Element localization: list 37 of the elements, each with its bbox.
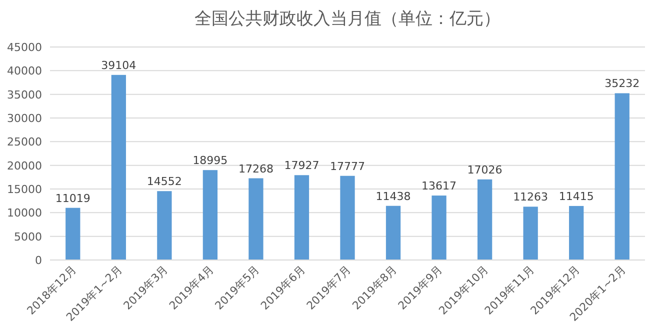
data-label: 17026: [467, 163, 502, 176]
data-label: 11263: [513, 190, 548, 204]
y-tick-label: 15000: [7, 183, 42, 196]
bar: [248, 178, 264, 260]
data-label: 17927: [284, 159, 320, 172]
y-tick-label: 0: [35, 254, 42, 267]
data-label: 39104: [101, 58, 136, 72]
bar: [294, 175, 310, 260]
data-label: 35232: [604, 77, 640, 90]
bar: [386, 206, 401, 260]
y-tick-label: 40000: [7, 64, 42, 78]
y-tick-label: 20000: [7, 159, 42, 172]
bar: [432, 196, 446, 260]
y-tick-label: 25000: [7, 136, 42, 149]
bar: [66, 208, 80, 260]
bar: [614, 93, 630, 260]
y-tick-label: 45000: [7, 41, 42, 54]
data-label: 17268: [238, 162, 274, 176]
bar: [202, 170, 218, 260]
y-tick-label: 35000: [7, 88, 42, 102]
chart-title: 全国公共财政收入当月值（单位：亿元）: [194, 9, 500, 29]
bar: [477, 179, 492, 260]
data-label: 13617: [422, 180, 457, 193]
data-label: 11415: [558, 190, 594, 203]
data-label: 11019: [55, 192, 90, 205]
data-label: 11438: [376, 190, 411, 203]
data-label: 14552: [146, 175, 182, 188]
bar: [340, 176, 355, 260]
y-tick-label: 10000: [7, 206, 42, 220]
bar: [111, 74, 126, 260]
bar: [523, 206, 538, 260]
bar: [569, 206, 584, 260]
data-label: 18995: [192, 154, 228, 168]
data-label: 17777: [330, 160, 365, 173]
y-tick-label: 5000: [14, 230, 42, 244]
bar: [157, 191, 172, 260]
y-tick-label: 30000: [7, 112, 42, 125]
